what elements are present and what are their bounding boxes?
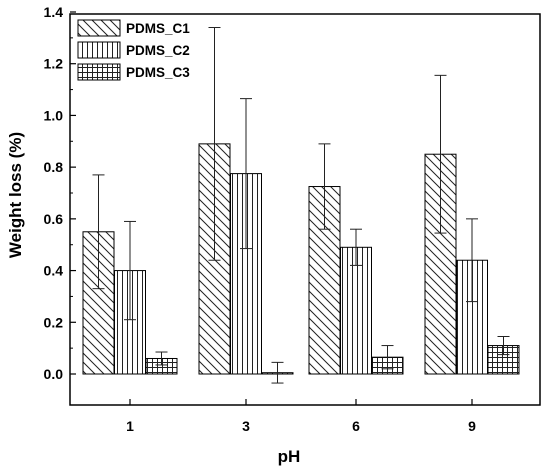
y-tick-label: 0.6 <box>44 211 64 227</box>
x-tick-label: 9 <box>468 418 476 434</box>
bar <box>340 246 372 375</box>
bar <box>487 345 520 375</box>
legend-label: PDMS_C1 <box>126 21 190 36</box>
y-tick-label: 0.0 <box>44 366 64 382</box>
y-tick-label: 1.2 <box>44 56 64 72</box>
y-axis-title: Weight loss (%) <box>6 132 25 258</box>
legend-label: PDMS_C2 <box>126 43 190 58</box>
x-axis-title: pH <box>278 447 301 466</box>
plot-frame <box>69 13 541 406</box>
y-tick-label: 1.0 <box>44 107 64 123</box>
legend-swatch <box>77 41 121 59</box>
x-tick-label: 1 <box>126 418 134 434</box>
legend-swatch <box>77 63 121 81</box>
y-tick-label: 0.8 <box>44 159 64 175</box>
x-tick-label: 6 <box>352 418 360 434</box>
legend-swatch <box>77 19 121 37</box>
bar <box>82 231 115 375</box>
y-tick-label: 0.4 <box>44 263 64 279</box>
y-tick-label: 1.4 <box>44 4 64 20</box>
plot-area: 0.0 0.2 0.4 0.6 0.8 1.0 1.2 1.4 1 3 6 9 PDMS_C1 PDMS_… <box>44 4 541 434</box>
legend-label: PDMS_C3 <box>126 65 190 80</box>
y-tick-label: 0.2 <box>44 314 64 330</box>
x-tick-label: 3 <box>242 418 250 434</box>
bar <box>114 270 146 375</box>
